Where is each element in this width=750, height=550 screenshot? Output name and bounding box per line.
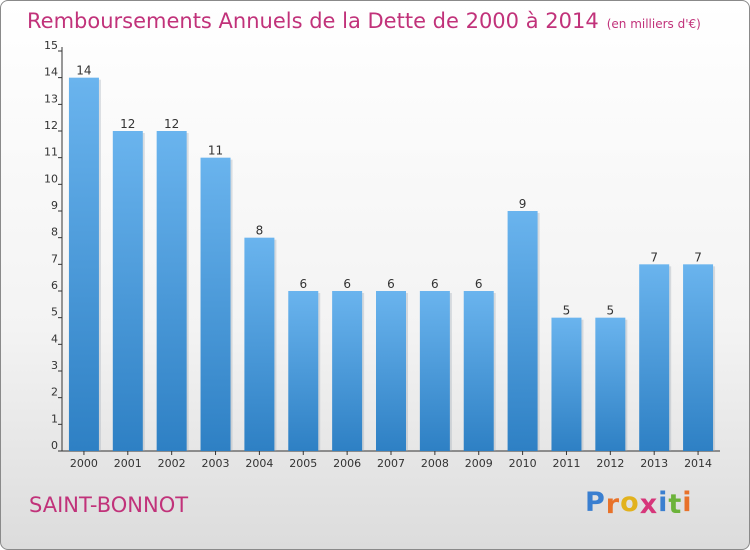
x-tick-label: 2014 [684,457,712,470]
data-label: 6 [299,277,307,291]
x-tick-label: 2011 [552,457,580,470]
x-tick-label: 2010 [509,457,537,470]
logo-letter: r [605,489,621,520]
data-label: 14 [76,64,91,78]
y-tick-label: 12 [44,119,58,132]
logo-letter: i [658,487,669,518]
bar [200,157,231,451]
chart-title: Remboursements Annuels de la Dette de 20… [27,9,701,33]
bar [419,291,450,451]
logo-letter: i [682,487,693,518]
bar [507,211,538,451]
y-tick-label: 15 [44,39,58,52]
x-tick-label: 2008 [421,457,449,470]
x-tick-label: 2002 [158,457,186,470]
x-tick-label: 2004 [245,457,273,470]
x-tick-label: 2001 [114,457,142,470]
bar [551,317,582,451]
y-tick-label: 5 [51,306,58,319]
bar [683,264,714,451]
x-tick-label: 2007 [377,457,405,470]
chart-unit-label: (en milliers d'€) [606,17,701,31]
bar [376,291,406,451]
y-tick-label: 1 [51,412,58,425]
data-label: 8 [256,224,264,238]
x-tick-label: 2013 [640,457,668,470]
data-label: 5 [607,304,615,318]
data-label: 6 [387,277,395,291]
bar [463,291,494,451]
bar [595,317,626,451]
logo-letter: P [585,487,606,518]
bar [244,237,275,451]
data-label: 7 [650,250,658,264]
proxiti-logo[interactable]: Proxiti [585,487,693,520]
logo-letter: x [639,489,659,520]
chart-title-text: Remboursements Annuels de la Dette de 20… [27,9,599,33]
data-label: 6 [475,277,483,291]
y-tick-label: 4 [51,332,58,345]
data-label: 6 [431,277,439,291]
logo-letter: o [620,487,640,518]
data-label: 5 [563,304,571,318]
x-tick-label: 2009 [465,457,493,470]
y-tick-label: 11 [44,146,58,159]
bar [332,291,363,451]
y-tick-label: 7 [51,252,58,265]
bar [288,291,319,451]
y-tick-label: 3 [51,359,58,372]
x-tick-label: 2000 [70,457,98,470]
bar [639,264,670,451]
data-label: 9 [519,197,527,211]
x-tick-label: 2005 [289,457,317,470]
data-label: 12 [120,117,135,131]
y-tick-label: 14 [44,66,58,79]
y-tick-label: 10 [44,172,58,185]
y-tick-label: 9 [51,199,58,212]
x-tick-label: 2003 [202,457,230,470]
bar [156,131,187,451]
y-tick-label: 8 [51,226,58,239]
logo-letter: t [668,489,683,520]
x-tick-label: 2012 [596,457,624,470]
x-tick-label: 2006 [333,457,361,470]
bar [68,77,99,452]
y-tick-label: 13 [44,92,58,105]
commune-name: SAINT-BONNOT [29,493,189,517]
data-label: 12 [164,117,179,131]
data-label: 11 [208,144,223,158]
y-tick-label: 6 [51,279,58,292]
bar [112,131,143,451]
y-tick-label: 2 [51,386,58,399]
y-tick-label: 0 [51,439,58,452]
data-label: 7 [694,250,702,264]
data-label: 6 [343,277,351,291]
